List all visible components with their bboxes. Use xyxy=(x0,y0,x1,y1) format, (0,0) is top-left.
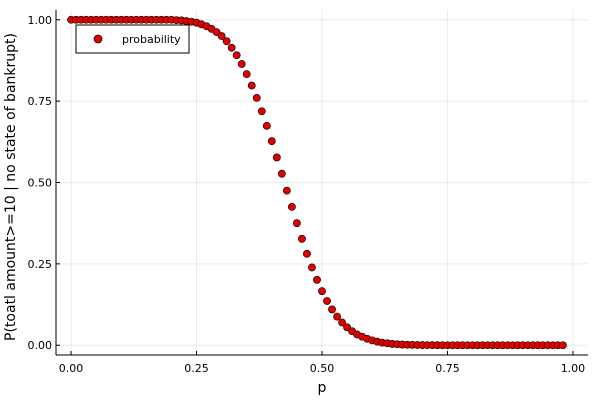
tick-labels: 0.00 0.25 0.50 0.75 1.00 0.00 0.25 0.50 0.75 1.00 xyxy=(28,14,586,375)
x-tick-label: 0.00 xyxy=(59,362,84,375)
data-point xyxy=(282,186,291,195)
data-point xyxy=(323,297,331,305)
data-point xyxy=(287,203,296,211)
x-tick-label: 1.00 xyxy=(561,362,586,375)
y-tick-label: 0.25 xyxy=(28,258,53,271)
data-point xyxy=(298,234,306,243)
data-point xyxy=(267,137,276,146)
x-tick-label: 0.75 xyxy=(435,362,460,375)
y-tick-label: 0.00 xyxy=(28,339,53,352)
y-tick-label: 0.75 xyxy=(28,95,53,108)
data-point xyxy=(247,81,256,90)
axes xyxy=(55,10,588,356)
data-point xyxy=(237,60,246,68)
y-tick-label: 1.00 xyxy=(28,14,53,27)
grid-lines xyxy=(56,10,588,355)
x-tick-label: 0.25 xyxy=(184,362,209,375)
data-point xyxy=(328,305,336,314)
data-point xyxy=(338,318,346,327)
data-point xyxy=(303,249,311,258)
y-axis-label: P(toatl amount>=10 | no state of bankrup… xyxy=(3,33,19,341)
data-point xyxy=(559,341,567,350)
data-point xyxy=(262,121,271,130)
data-point xyxy=(242,70,251,79)
data-point xyxy=(293,219,301,228)
legend-label: probability xyxy=(122,33,181,46)
data-point xyxy=(252,93,261,102)
data-point xyxy=(308,263,316,272)
data-point xyxy=(227,43,236,52)
y-tick-label: 0.50 xyxy=(28,177,53,190)
data-point xyxy=(333,312,341,321)
legend: probability xyxy=(75,24,190,54)
data-point xyxy=(222,37,231,46)
data-point xyxy=(272,153,281,162)
data-point xyxy=(313,275,321,284)
data-points xyxy=(67,15,567,350)
legend-marker xyxy=(93,34,103,44)
data-point xyxy=(232,51,241,60)
x-tick-label: 0.50 xyxy=(310,362,335,375)
data-point xyxy=(277,169,286,178)
data-point xyxy=(217,32,226,40)
x-axis-label: p xyxy=(318,380,327,396)
data-point xyxy=(257,107,266,116)
data-point xyxy=(318,287,326,296)
